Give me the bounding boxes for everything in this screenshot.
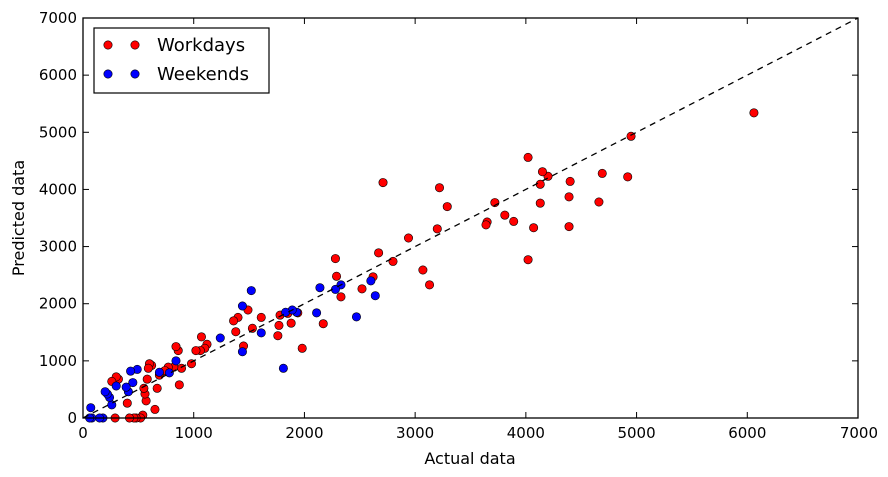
legend-box (93, 27, 270, 94)
point-workdays (529, 223, 539, 233)
point-workdays (432, 224, 442, 234)
point-workdays (256, 312, 266, 322)
point-workdays (565, 176, 575, 186)
point-workdays (171, 342, 181, 352)
point-weekends (278, 363, 288, 373)
point-workdays (152, 383, 162, 393)
point-workdays (191, 346, 201, 356)
point-weekends (111, 381, 121, 391)
point-weekends (128, 378, 138, 388)
point-weekends (351, 312, 361, 322)
point-weekends (237, 301, 247, 311)
point-weekends (164, 368, 174, 378)
point-weekends (215, 333, 225, 343)
y-axis-label: Predicted data (9, 160, 28, 276)
point-weekends (315, 283, 325, 293)
point-workdays (509, 216, 519, 226)
point-workdays (122, 398, 132, 408)
point-workdays (357, 284, 367, 294)
point-weekends (256, 328, 266, 338)
point-workdays (442, 202, 452, 212)
legend-marker-weekends (130, 69, 140, 79)
point-workdays (247, 323, 257, 333)
point-weekends (121, 382, 131, 392)
point-workdays (374, 248, 384, 258)
point-workdays (564, 222, 574, 232)
x-tick-label: 2000 (285, 424, 323, 442)
point-workdays (403, 233, 413, 243)
point-workdays (174, 380, 184, 390)
y-tick-label: 1000 (39, 352, 77, 370)
point-workdays (481, 220, 491, 230)
legend-marker-workdays (130, 40, 140, 50)
point-workdays (523, 255, 533, 265)
point-workdays (273, 331, 283, 341)
x-tick-label: 5000 (617, 424, 655, 442)
point-workdays (229, 316, 239, 326)
y-tick-label: 4000 (39, 180, 77, 198)
point-weekends (100, 387, 110, 397)
y-ticks: 0 1000 2000 3000 4000 5000 6000 7000 (39, 9, 858, 427)
legend-marker-workdays (103, 40, 113, 50)
point-workdays (150, 404, 160, 414)
point-workdays (597, 168, 607, 178)
point-workdays (318, 319, 328, 329)
point-workdays (330, 254, 340, 264)
point-workdays (297, 343, 307, 353)
points-layer (85, 108, 759, 423)
point-workdays (388, 256, 398, 266)
x-tick-label: 7000 (840, 424, 878, 442)
point-workdays (196, 332, 206, 342)
point-weekends (126, 366, 136, 376)
y-tick-label: 7000 (39, 9, 77, 27)
point-workdays (594, 197, 604, 207)
legend-marker-weekends (103, 69, 113, 79)
y-tick-label: 6000 (39, 66, 77, 84)
point-weekends (171, 356, 181, 366)
plot-frame (82, 17, 859, 419)
point-weekends (246, 286, 256, 296)
point-workdays (500, 210, 510, 220)
point-workdays (418, 265, 428, 275)
x-tick-label: 3000 (396, 424, 434, 442)
point-workdays (332, 271, 342, 281)
point-workdays (378, 178, 388, 188)
x-tick-label: 6000 (728, 424, 766, 442)
point-workdays (623, 172, 633, 182)
point-workdays (749, 108, 759, 118)
point-workdays (231, 327, 241, 337)
y-tick-label: 2000 (39, 295, 77, 313)
point-workdays (142, 374, 152, 384)
point-weekends (370, 291, 380, 301)
point-workdays (523, 152, 533, 162)
x-tick-label: 1000 (175, 424, 213, 442)
point-workdays (537, 167, 547, 177)
point-weekends (154, 367, 164, 377)
point-workdays (425, 280, 435, 290)
point-workdays (535, 179, 545, 189)
legend-label-weekends: Weekends (157, 64, 249, 85)
point-workdays (336, 292, 346, 302)
reference-line (82, 17, 859, 419)
point-weekends (237, 347, 247, 357)
x-ticks: 0 1000 2000 3000 4000 5000 6000 7000 (78, 18, 878, 442)
point-workdays (274, 320, 284, 330)
y-tick-label: 0 (67, 409, 77, 427)
point-workdays (143, 363, 153, 373)
point-workdays (535, 198, 545, 208)
point-workdays (564, 192, 574, 202)
y-tick-label: 5000 (39, 123, 77, 141)
point-weekends (366, 276, 376, 286)
point-workdays (286, 318, 296, 328)
y-tick-label: 3000 (39, 238, 77, 256)
x-tick-label: 0 (78, 424, 88, 442)
point-weekends (86, 403, 96, 413)
legend-label-workdays: Workdays (157, 35, 245, 56)
point-weekends (312, 308, 322, 318)
legend: Workdays Weekends (93, 27, 270, 94)
x-tick-label: 4000 (507, 424, 545, 442)
x-axis-label: Actual data (424, 449, 515, 468)
point-workdays (434, 183, 444, 193)
